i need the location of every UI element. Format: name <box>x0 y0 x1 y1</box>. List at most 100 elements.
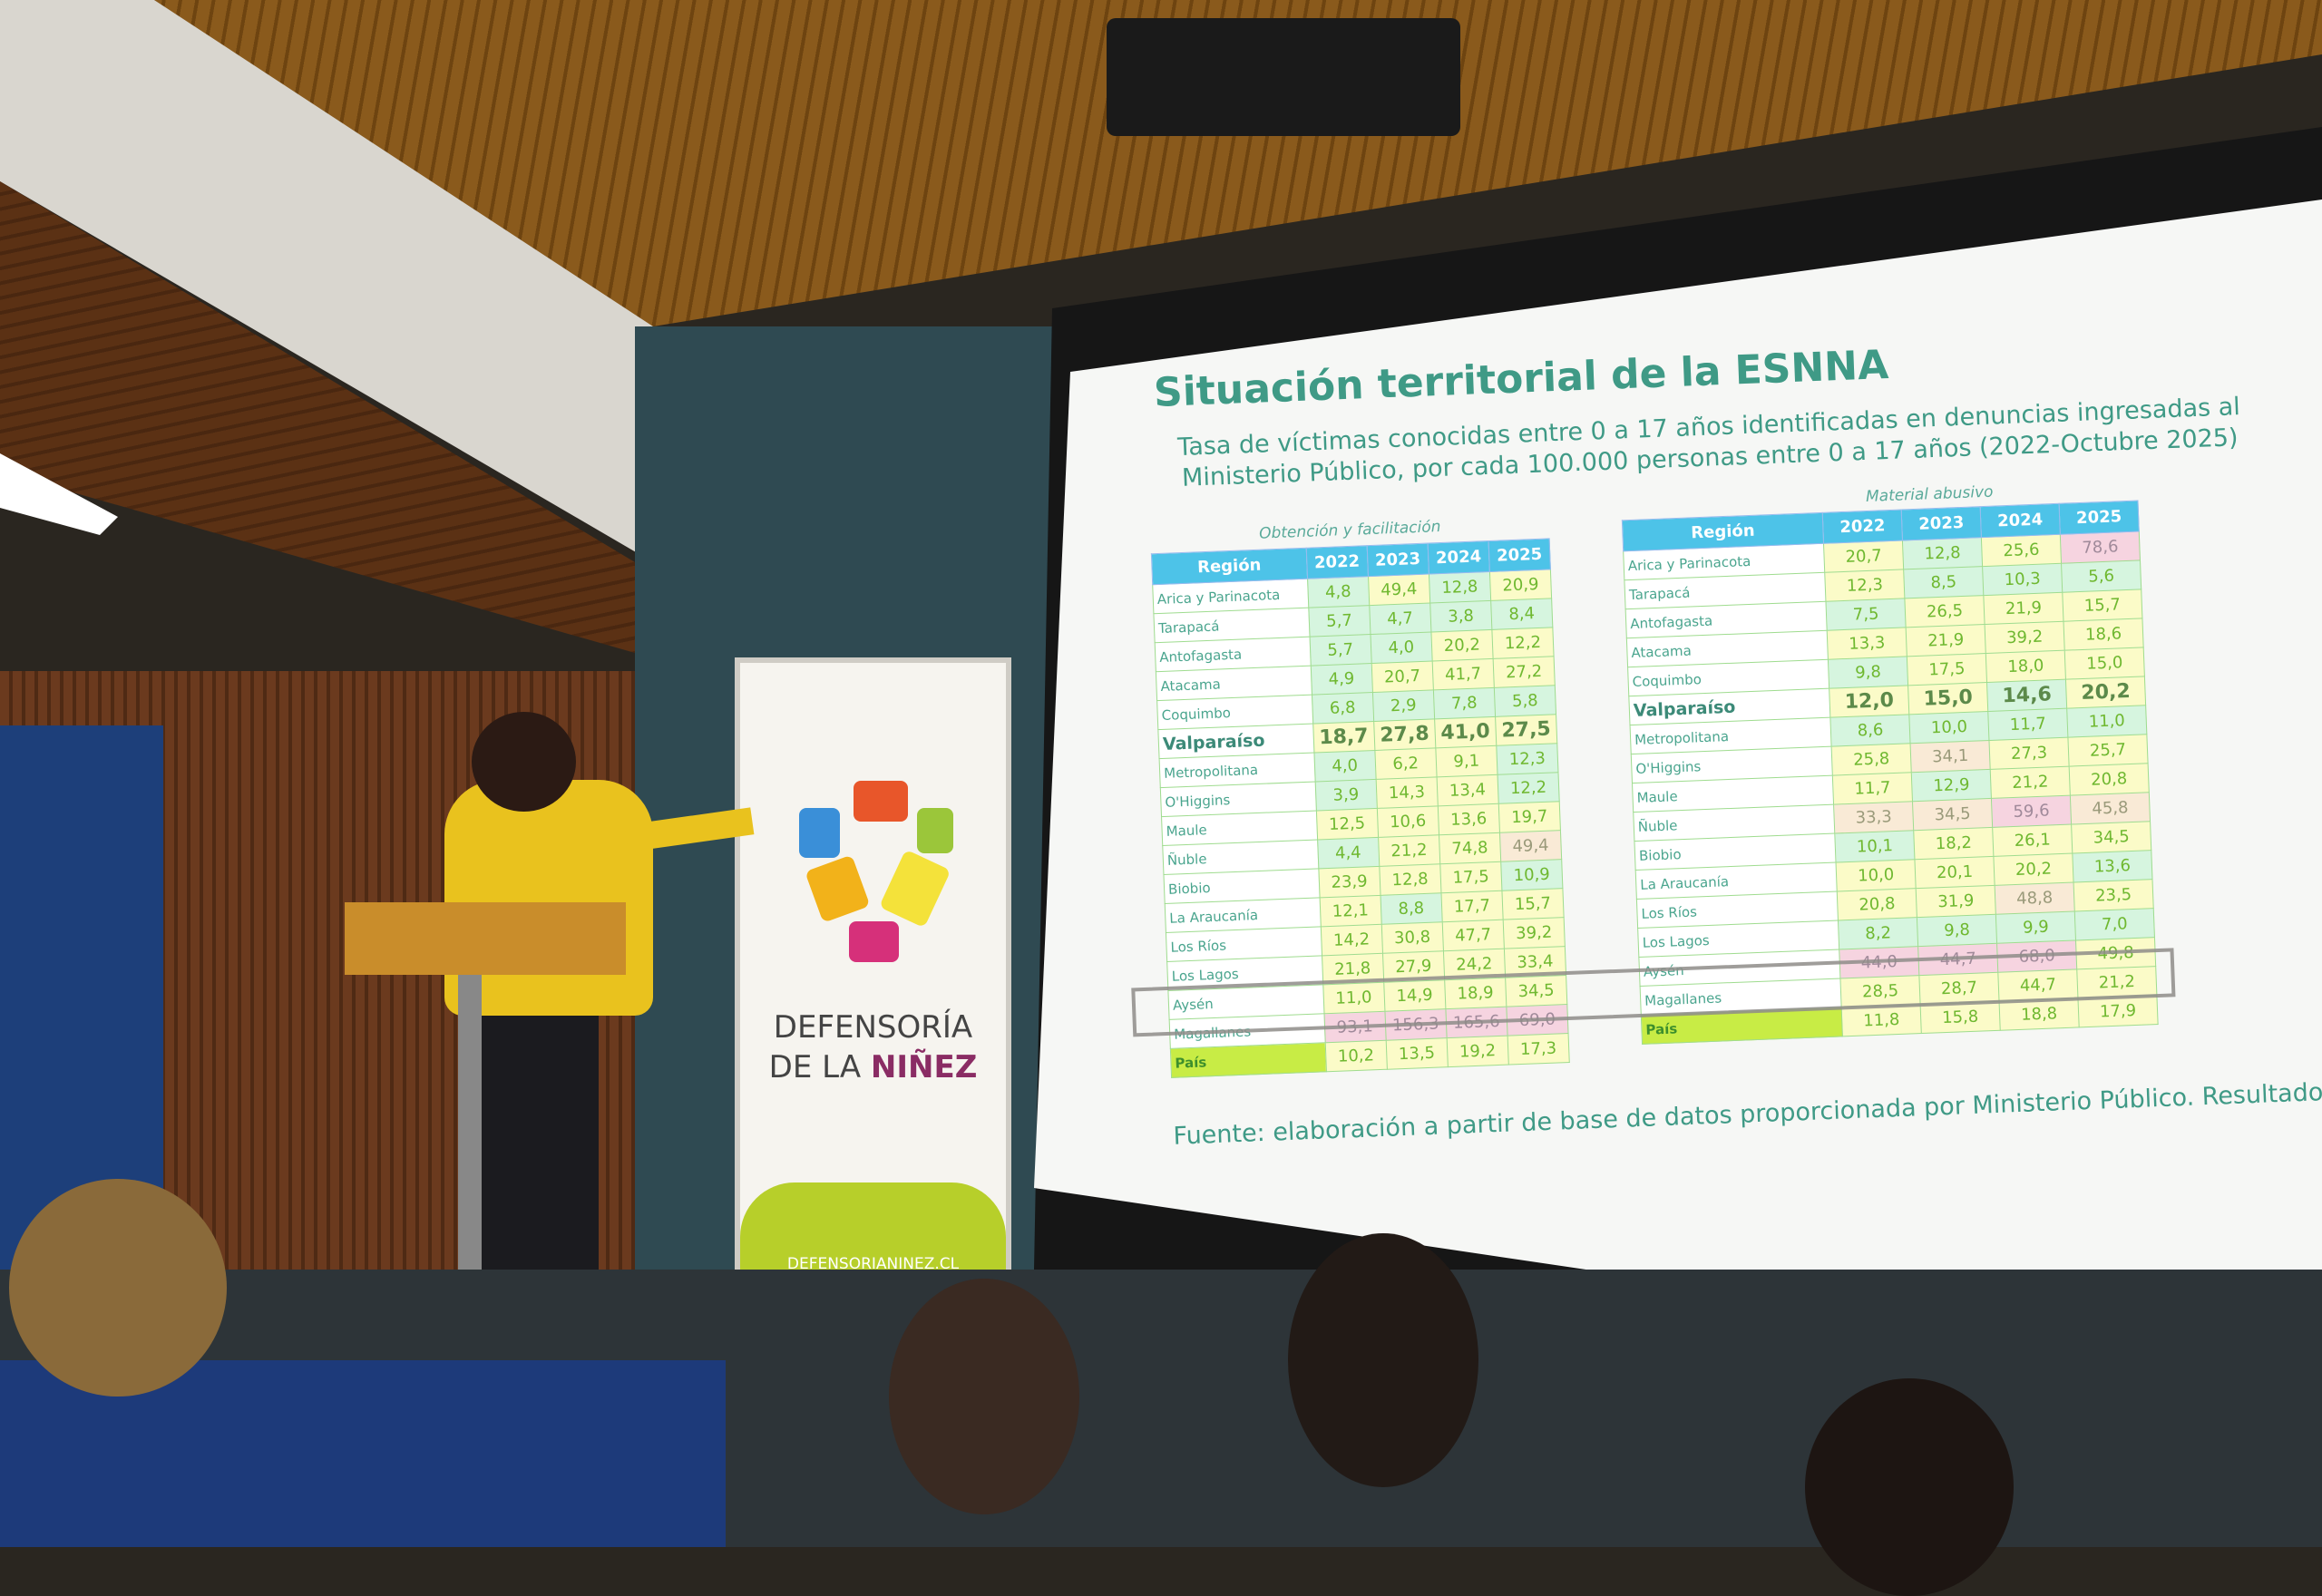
column-header: 2022 <box>1305 545 1369 579</box>
rate-cell: 8,6 <box>1829 714 1911 747</box>
column-header: 2023 <box>1901 506 1982 540</box>
rate-cell: 26,1 <box>1992 824 2073 857</box>
rate-cell: 47,7 <box>1441 920 1505 951</box>
rate-cell: 21,2 <box>1990 766 2071 799</box>
rate-cell: 34,1 <box>1910 740 1991 773</box>
rate-cell: 20,2 <box>1993 853 2074 886</box>
rate-cell: 12,8 <box>1379 863 1441 896</box>
speaker-head <box>472 712 576 812</box>
rate-cell: 9,8 <box>1828 656 1908 689</box>
rate-cell: 19,2 <box>1446 1036 1509 1067</box>
audience-member <box>889 1279 1079 1514</box>
banner-brand-name: DEFENSORÍA DE LA NIÑEZ <box>740 1007 1006 1087</box>
rate-cell: 12,8 <box>1429 571 1491 604</box>
rate-cell: 8,8 <box>1380 892 1442 925</box>
rate-cell: 9,9 <box>1995 910 2076 944</box>
rate-cell: 27,8 <box>1373 718 1436 751</box>
defensoria-logo-icon <box>799 781 953 962</box>
region-cell: País <box>1170 1042 1327 1078</box>
rate-cell: 12,5 <box>1315 808 1379 840</box>
brand-line-1: DEFENSORÍA <box>773 1009 973 1046</box>
rate-cell: 8,5 <box>1903 566 1984 598</box>
rate-cell: 74,8 <box>1439 832 1501 864</box>
rate-cell: 27,3 <box>1989 737 2070 770</box>
rate-cell: 59,6 <box>1991 795 2072 828</box>
slide-source: Fuente: elaboración a partir de base de … <box>1172 1072 2322 1151</box>
rate-cell: 6,2 <box>1374 747 1437 780</box>
column-header: 2025 <box>2059 500 2140 535</box>
rate-cell: 7,8 <box>1433 687 1496 719</box>
rate-cell: 4,8 <box>1307 576 1370 608</box>
rate-cell: 3,9 <box>1314 779 1378 812</box>
rate-cell: 15,0 <box>1907 682 1988 715</box>
column-header: 2024 <box>1427 540 1490 575</box>
table-caption-left: Obtención y facilitación <box>1258 518 1441 543</box>
rate-cell: 11,7 <box>1832 772 1913 805</box>
rate-cell: 5,8 <box>1494 685 1556 717</box>
audience-member <box>1288 1233 1478 1487</box>
rate-cell: 20,2 <box>2065 676 2146 709</box>
rate-cell: 7,0 <box>2074 908 2155 940</box>
column-header: 2023 <box>1366 543 1429 577</box>
speaker-legs <box>481 1007 599 1288</box>
rate-cell: 4,7 <box>1369 603 1431 635</box>
rate-cell: 5,7 <box>1309 634 1371 667</box>
rate-cell: 25,6 <box>1981 534 2062 567</box>
rate-cell: 39,2 <box>1503 917 1566 949</box>
rate-cell: 19,7 <box>1498 801 1561 833</box>
rate-cell: 20,7 <box>1823 540 1904 573</box>
audience-member <box>1805 1378 2014 1596</box>
rate-cell: 21,9 <box>1906 624 1986 657</box>
rate-cell: 8,2 <box>1838 917 1918 949</box>
rate-cell: 2,9 <box>1372 689 1435 722</box>
rate-cell: 34,5 <box>1912 798 1993 831</box>
rate-cell: 15,0 <box>2064 647 2145 680</box>
rate-cell: 30,8 <box>1381 921 1444 954</box>
rate-cell: 12,1 <box>1319 895 1381 927</box>
rate-cell: 12,9 <box>1911 769 1992 802</box>
rate-cell: 5,7 <box>1308 605 1371 637</box>
column-header: 2022 <box>1822 509 1903 544</box>
rate-cell: 18,0 <box>1985 650 2066 683</box>
projector <box>1107 18 1460 136</box>
podium <box>345 902 626 975</box>
rate-cell: 14,3 <box>1375 776 1439 809</box>
rate-cell: 11,0 <box>2066 705 2147 738</box>
rate-cell: 17,5 <box>1907 653 1987 686</box>
rate-cell: 10,3 <box>1982 563 2063 596</box>
rate-cell: 12,0 <box>1829 685 1909 718</box>
rate-cell: 17,7 <box>1440 890 1504 922</box>
rate-cell: 31,9 <box>1916 885 1996 918</box>
rate-cell: 18,6 <box>2063 618 2144 651</box>
rate-cell: 9,8 <box>1917 914 1997 947</box>
rate-cell: 25,8 <box>1831 743 1912 776</box>
rate-cell: 41,7 <box>1431 658 1495 690</box>
rate-cell: 13,5 <box>1385 1037 1449 1070</box>
rate-cell: 10,0 <box>1908 711 1990 744</box>
rate-cell: 4,9 <box>1310 663 1373 696</box>
rate-cell: 34,5 <box>2071 821 2151 854</box>
rate-cell: 12,2 <box>1491 627 1555 659</box>
rate-cell: 13,6 <box>2072 850 2152 883</box>
rate-cell: 15,7 <box>1501 888 1565 920</box>
rate-cell: 10,6 <box>1377 805 1439 838</box>
rate-cell: 4,0 <box>1370 632 1432 664</box>
rate-cell: 12,2 <box>1497 772 1560 804</box>
rate-cell: 48,8 <box>1995 882 2075 915</box>
rate-cell: 10,2 <box>1324 1040 1388 1072</box>
rate-cell: 20,8 <box>2069 763 2150 796</box>
rate-cell: 25,7 <box>2067 734 2149 767</box>
rate-cell: 20,1 <box>1915 856 1995 889</box>
audience-member <box>9 1179 227 1396</box>
presentation-slide: Situación territorial de la ESNNA Tasa d… <box>1107 298 2322 1215</box>
rate-cell: 9,1 <box>1435 745 1498 777</box>
rate-cell: 39,2 <box>1985 621 2065 654</box>
rate-cell: 21,2 <box>1378 834 1440 867</box>
rate-cell: 26,5 <box>1904 595 1985 628</box>
slide-title: Situación territorial de la ESNNA <box>1153 341 1890 417</box>
rate-cell: 6,8 <box>1312 692 1374 725</box>
rate-cell: 33,3 <box>1833 801 1914 834</box>
rate-cell: 10,9 <box>1500 859 1563 891</box>
rate-cell: 15,7 <box>2062 589 2142 622</box>
rate-cell: 12,3 <box>1496 743 1558 775</box>
